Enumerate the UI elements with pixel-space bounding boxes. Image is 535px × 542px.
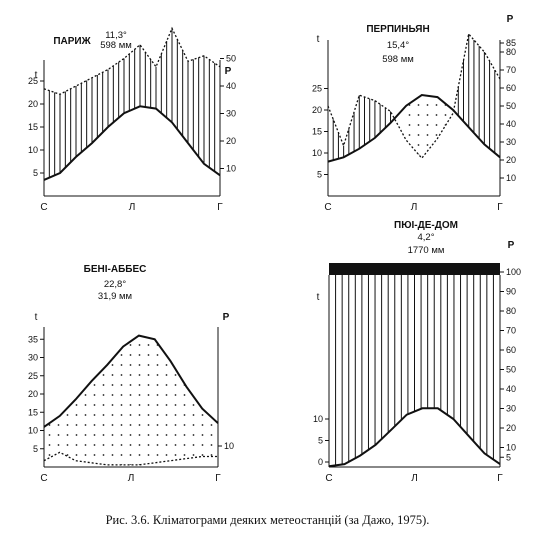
t-tick-label: 5 xyxy=(33,168,38,178)
temperature-curve xyxy=(328,407,501,468)
t-tick-label: 5 xyxy=(33,444,38,454)
p-tick-label: 10 xyxy=(506,173,516,183)
month-label: Г xyxy=(497,202,503,213)
month-label: Л xyxy=(411,202,418,213)
month-label: С xyxy=(324,202,331,213)
t-tick-label: 10 xyxy=(312,148,322,158)
p-tick-label: 100 xyxy=(506,267,521,277)
p-axis-label: P xyxy=(225,66,232,77)
t-tick-label: 25 xyxy=(312,84,322,94)
p-tick-label: 20 xyxy=(506,155,516,165)
mean-temperature: 4,2° xyxy=(417,232,434,243)
month-label: Г xyxy=(217,202,223,213)
t-tick-label: 20 xyxy=(28,389,38,399)
month-label: Л xyxy=(129,202,136,213)
p-tick-label: 70 xyxy=(506,65,516,75)
arid-area xyxy=(406,95,454,159)
t-tick-label: 20 xyxy=(28,99,38,109)
p-axis-label: P xyxy=(223,312,230,323)
t-tick-label: 15 xyxy=(28,122,38,132)
p-tick-label: 10 xyxy=(224,441,234,451)
month-label: С xyxy=(40,202,47,213)
p-tick-label: 50 xyxy=(506,365,516,375)
paris-climatogram: ПАРИЖ 11,3°598 мм t P 5 10 15 20 25 10 20 30 40 50 С Л Г xyxy=(28,26,236,213)
annual-precipitation: 598 мм xyxy=(382,54,414,65)
mean-temperature: 15,4° xyxy=(387,40,409,51)
temperature-curve xyxy=(43,334,219,428)
p-tick-label: 20 xyxy=(226,136,236,146)
precipitation-curve xyxy=(43,26,221,96)
station-name: ПЮІ-ДЕ-ДОМ xyxy=(394,220,458,231)
t-tick-label: 25 xyxy=(28,371,38,381)
p-tick-label: 85 xyxy=(506,38,516,48)
arid-area xyxy=(44,335,218,465)
beni-abbes-climatogram: БЕНІ-АББЕС 22,8°31,9 мм t P 5 10 15 20 25 30 35 10 С… xyxy=(28,264,234,484)
station-name: БЕНІ-АББЕС xyxy=(84,264,147,275)
month-label: Г xyxy=(215,473,221,484)
temperature-curve xyxy=(43,105,221,181)
t-axis-label: t xyxy=(317,34,320,45)
p-tick-label: 60 xyxy=(506,345,516,355)
p-tick-label: 80 xyxy=(506,47,516,57)
t-tick-label: 15 xyxy=(312,127,322,137)
month-label: С xyxy=(40,473,47,484)
p-tick-label: 30 xyxy=(226,109,236,119)
month-label: Г xyxy=(497,473,503,484)
month-label: С xyxy=(325,473,332,484)
t-tick-label: 10 xyxy=(28,426,38,436)
annual-precipitation: 1770 мм xyxy=(408,245,445,256)
p-tick-label: 5 xyxy=(506,452,511,462)
p-tick-label: 30 xyxy=(506,137,516,147)
t-tick-label: 15 xyxy=(28,407,38,417)
perpignan-climatogram: ПЕРПИНЬЯН 15,4° 598 мм t P 5 10 15 20 25 10 20 30 40 5… xyxy=(312,14,516,213)
t-tick-label: 35 xyxy=(28,334,38,344)
p-tick-label: 60 xyxy=(506,83,516,93)
p-axis-label: P xyxy=(508,240,515,251)
t-tick-label: 20 xyxy=(312,105,322,115)
p-tick-label: 40 xyxy=(226,81,236,91)
mean-temperature: 11,3° xyxy=(105,30,127,41)
precipitation-curve xyxy=(43,451,218,466)
p-tick-label: 90 xyxy=(506,287,516,297)
p-tick-label: 10 xyxy=(506,443,516,453)
p-tick-label: 80 xyxy=(506,306,516,316)
figure-caption: Рис. 3.6. Кліматограми деяких метеостанц… xyxy=(105,513,430,527)
p-axis-label: P xyxy=(507,14,514,25)
month-label: Л xyxy=(128,473,135,484)
t-tick-label: 0 xyxy=(318,457,323,467)
precipitation-overflow-band xyxy=(329,263,500,275)
t-tick-label: 30 xyxy=(28,353,38,363)
station-name: ПАРИЖ xyxy=(53,36,91,47)
p-tick-label: 40 xyxy=(506,384,516,394)
t-axis-label: t xyxy=(317,292,320,303)
t-tick-label: 10 xyxy=(28,145,38,155)
p-tick-label: 50 xyxy=(506,101,516,111)
p-tick-label: 40 xyxy=(506,119,516,129)
station-name: ПЕРПИНЬЯН xyxy=(366,24,429,35)
t-tick-label: 25 xyxy=(28,76,38,86)
p-tick-label: 50 xyxy=(226,54,236,64)
p-tick-label: 70 xyxy=(506,326,516,336)
p-tick-label: 20 xyxy=(506,423,516,433)
t-tick-label: 10 xyxy=(313,414,323,424)
annual-precipitation: 31,9 мм xyxy=(98,291,132,302)
annual-precipitation: 598 мм xyxy=(100,40,132,51)
t-axis-label: t xyxy=(35,312,38,323)
mean-temperature: 22,8° xyxy=(104,279,126,290)
temperature-curve xyxy=(327,93,501,163)
p-tick-label: 30 xyxy=(506,404,516,414)
t-tick-label: 5 xyxy=(317,170,322,180)
t-tick-label: 5 xyxy=(318,436,323,446)
p-tick-label: 10 xyxy=(226,164,236,174)
t-axis-label: t xyxy=(35,70,38,81)
month-label: Л xyxy=(411,473,418,484)
